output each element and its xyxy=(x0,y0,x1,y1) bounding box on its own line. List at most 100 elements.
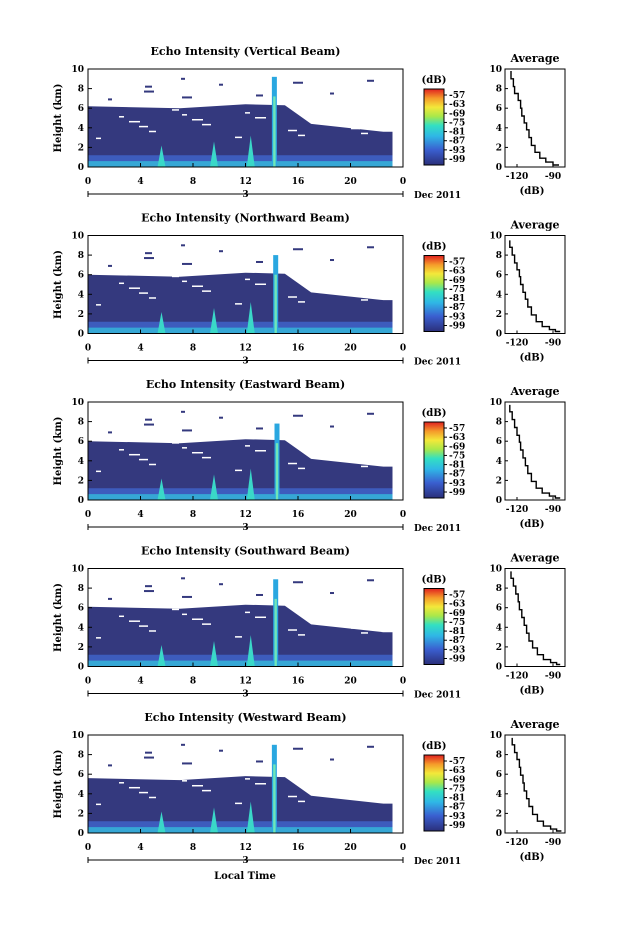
echo-gap xyxy=(192,285,203,287)
echo-gap xyxy=(139,625,148,627)
y-axis-label: Height (km) xyxy=(53,750,64,819)
y-tick-label: 0 xyxy=(78,163,84,173)
average-y-tick-label: 0 xyxy=(496,496,502,506)
echo-gap xyxy=(245,445,250,447)
upper-echo xyxy=(293,581,303,584)
x-tick-label: 20 xyxy=(344,843,357,853)
colorbar-tick-label: -93 xyxy=(449,146,465,156)
upper-echo xyxy=(181,410,185,413)
average-y-tick-label: 4 xyxy=(496,623,502,633)
surface-echo xyxy=(88,494,393,500)
upper-echo xyxy=(182,762,192,765)
echo-gap xyxy=(308,110,313,112)
echo-gap xyxy=(202,456,211,459)
panel-0: Echo Intensity (Vertical Beam) Height (km… xyxy=(53,45,566,201)
average-profile-line xyxy=(510,71,559,166)
colorbar xyxy=(423,88,445,166)
echo-gap xyxy=(192,784,203,787)
x-tick-label: 12 xyxy=(239,510,252,520)
upper-echo xyxy=(108,98,112,101)
echo-gap xyxy=(172,109,179,111)
echo-gap xyxy=(298,134,305,137)
colorbar xyxy=(423,421,445,499)
y-axis-label: Height (km) xyxy=(53,417,64,486)
convective-cell xyxy=(246,801,255,833)
average-profile-line xyxy=(511,737,562,832)
average-x-tick-label: -90 xyxy=(545,172,561,182)
y-tick-label: 6 xyxy=(78,104,84,114)
colorbar-tick-label: -81 xyxy=(449,461,465,471)
echo-gap xyxy=(235,636,242,638)
colorbar-tick-label: -57 xyxy=(449,757,465,767)
x-tick-label: 16 xyxy=(292,843,305,853)
date-label: Dec 2011 xyxy=(414,857,461,867)
upper-echo xyxy=(108,264,112,267)
average-y-tick-label: 2 xyxy=(496,310,502,320)
echo-gap xyxy=(361,299,368,301)
echo-gap xyxy=(129,287,140,289)
echo-gap xyxy=(192,451,203,454)
upper-echo xyxy=(144,257,154,260)
upper-echo xyxy=(219,83,223,86)
upper-echo xyxy=(367,246,374,249)
panel-title: Echo Intensity (Vertical Beam) xyxy=(150,45,340,58)
convective-cell xyxy=(210,141,218,167)
average-frame xyxy=(504,734,566,834)
colorbar-tick-label: -99 xyxy=(449,322,465,332)
echo-gap xyxy=(129,786,140,789)
x-tick-label: 0 xyxy=(400,677,406,687)
colorbar-tick-label: -57 xyxy=(449,424,465,434)
average-y-tick-label: 2 xyxy=(496,809,502,819)
date-label: Dec 2011 xyxy=(414,524,461,534)
average-y-tick-label: 4 xyxy=(496,124,502,134)
rain-spike-core xyxy=(273,764,276,833)
average-title: Average xyxy=(509,552,559,565)
echo-gap xyxy=(361,132,368,135)
echo-gap xyxy=(341,122,352,125)
echo-gap xyxy=(288,462,297,465)
echo-gap xyxy=(255,117,266,119)
colorbar-tick-label: -93 xyxy=(449,645,465,655)
colorbar-tick-label: -99 xyxy=(449,655,465,665)
upper-echo xyxy=(293,414,303,417)
x-tick-label: 4 xyxy=(137,677,143,687)
colorbar-tick-label: -81 xyxy=(449,128,465,138)
colorbar-unit: (dB) xyxy=(422,575,447,586)
average-y-tick-label: 2 xyxy=(496,643,502,653)
rain-spike-core xyxy=(274,274,277,334)
colorbar-tick-label: -75 xyxy=(449,784,465,794)
average-profile-line xyxy=(509,240,561,333)
x-tick-label: 12 xyxy=(239,677,252,687)
echo-gap xyxy=(96,304,101,306)
y-tick-label: 4 xyxy=(78,790,84,800)
convective-cell xyxy=(210,308,218,334)
echo-gap xyxy=(129,120,140,123)
average-y-tick-label: 4 xyxy=(496,457,502,467)
echo-gap xyxy=(288,129,297,132)
x-tick-label: 0 xyxy=(85,344,91,354)
echo-gap xyxy=(96,470,101,473)
average-y-tick-label: 10 xyxy=(489,565,502,575)
convective-cell xyxy=(157,311,166,334)
upper-echo xyxy=(144,590,154,593)
x-tick-label: 16 xyxy=(292,177,305,187)
upper-echo xyxy=(181,577,185,580)
y-tick-label: 6 xyxy=(78,437,84,447)
y-tick-label: 4 xyxy=(78,290,84,300)
echo-gap xyxy=(351,294,360,296)
colorbar-tick-label: -63 xyxy=(449,100,465,110)
upper-echo xyxy=(108,597,112,600)
x-tick-label: 8 xyxy=(190,510,196,520)
colorbar-tick-label: -57 xyxy=(449,258,465,268)
echo-gap xyxy=(341,289,352,291)
average-y-tick-label: 0 xyxy=(496,163,502,173)
colorbar-tick-label: -81 xyxy=(449,627,465,637)
echo-gap xyxy=(129,453,140,456)
x-tick-label: 16 xyxy=(292,510,305,520)
y-tick-label: 10 xyxy=(71,565,84,575)
average-x-label: (dB) xyxy=(520,186,545,197)
average-title: Average xyxy=(509,718,559,731)
echo-gap xyxy=(119,782,124,784)
y-tick-label: 2 xyxy=(78,809,84,819)
